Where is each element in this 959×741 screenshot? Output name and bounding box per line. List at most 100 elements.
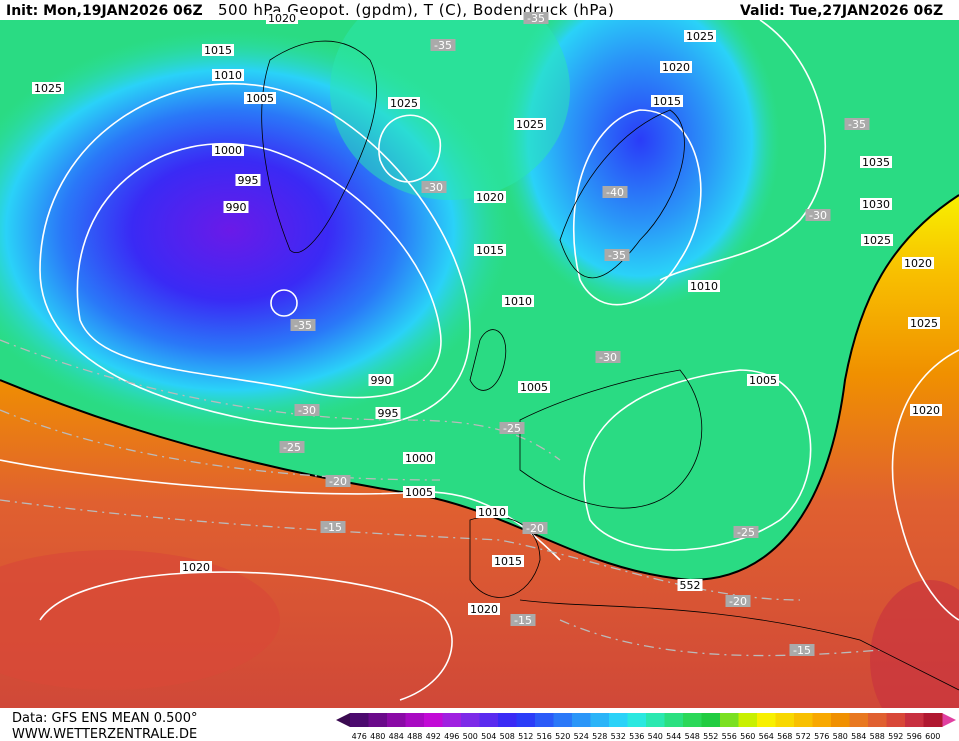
temperature-label: -30	[298, 404, 316, 417]
colorbar-label: 500	[463, 732, 478, 741]
pressure-label-box	[910, 404, 942, 416]
pressure-label-box	[244, 92, 276, 104]
colorbar-swatch	[498, 713, 517, 727]
colorbar-swatch	[757, 713, 776, 727]
contour-552-label-box	[677, 579, 703, 591]
temperature-label-box	[522, 522, 548, 534]
header-band	[0, 0, 959, 20]
pressure-label-box	[32, 82, 64, 94]
colorbar-label: 584	[851, 732, 866, 741]
pressure-label: 1010	[690, 280, 718, 293]
colorbar-swatch	[535, 713, 554, 727]
colorbar-swatch	[405, 713, 425, 727]
pressure-label: 1010	[478, 506, 506, 519]
colorbar-swatch	[424, 713, 443, 727]
colorbar-label: 508	[500, 732, 515, 741]
pressure-label-box	[747, 374, 779, 386]
colorbar-swatch	[646, 713, 665, 727]
temperature-label: -25	[737, 526, 755, 539]
temperature-label-box	[602, 186, 628, 198]
temperature-label-box	[604, 249, 630, 261]
colorbar-label: 516	[537, 732, 552, 741]
colorbar-swatch	[849, 713, 869, 727]
temperature-label: -25	[503, 422, 521, 435]
colorbar-swatch	[794, 713, 813, 727]
colorbar-label: 588	[870, 732, 885, 741]
pressure-label: 1020	[182, 561, 210, 574]
pressure-label: 1010	[504, 295, 532, 308]
map-title: 500 hPa Geopot. (gpdm), T (C), Bodendruc…	[218, 1, 614, 19]
pressure-label: 1015	[653, 95, 681, 108]
pressure-label-box	[235, 174, 261, 186]
pressure-label: 1005	[749, 374, 777, 387]
temperature-label: -20	[729, 595, 747, 608]
temperature-label: -35	[527, 12, 545, 25]
pressure-label: 1020	[662, 61, 690, 74]
temperature-label-box	[499, 422, 525, 434]
colorbar-label: 488	[407, 732, 422, 741]
colorbar-label: 524	[574, 732, 589, 741]
colorbar-label: 576	[814, 732, 829, 741]
pressure-label: 1025	[34, 82, 62, 95]
pressure-label: 995	[378, 407, 399, 420]
temperature-label: -20	[329, 475, 347, 488]
pressure-label-box	[861, 234, 893, 246]
pressure-label-box	[688, 280, 720, 292]
temperature-label: -30	[809, 209, 827, 222]
colorbar-swatch	[627, 713, 647, 727]
colorbar-swatch	[368, 713, 388, 727]
temperature-label-box	[421, 181, 447, 193]
temperature-label: -15	[324, 521, 342, 534]
pressure-label-box	[223, 201, 249, 213]
pressure-label: 1015	[494, 555, 522, 568]
temperature-label-box	[279, 441, 305, 453]
colorbar-label: 504	[481, 732, 496, 741]
colorbar-label: 540	[648, 732, 663, 741]
colorbar-swatch	[720, 713, 739, 727]
temperature-label: -30	[599, 351, 617, 364]
pressure-label-box	[860, 156, 892, 168]
temperature-label: -15	[514, 614, 532, 627]
colorbar-swatch	[812, 713, 832, 727]
pressure-label-box	[492, 555, 524, 567]
pressure-label: 1010	[214, 69, 242, 82]
contour-labels: 1020 1015 1010 1025 1005 1000 995 990 1025 1025 10…	[32, 12, 942, 657]
colorbar-arrow-right	[942, 713, 956, 727]
colorbar-label: 560	[740, 732, 755, 741]
pressure-label: 1030	[862, 198, 890, 211]
temperature-label: -35	[294, 319, 312, 332]
colorbar-swatch	[516, 713, 536, 727]
isobars	[0, 19, 959, 701]
colorbar-swatch	[387, 713, 406, 727]
colorbar-label: 532	[611, 732, 626, 741]
colorbar-swatch	[683, 713, 702, 727]
pressure-label-box	[651, 95, 683, 107]
data-source: Data: GFS ENS MEAN 0.500°	[12, 711, 197, 726]
temperature-label-box	[430, 39, 456, 51]
pressure-label-box	[403, 486, 435, 498]
temperature-label: -30	[425, 181, 443, 194]
pressure-label: 1025	[686, 30, 714, 43]
temperature-label-box	[294, 404, 320, 416]
pressure-label-box	[502, 295, 534, 307]
colorbar-label: 596	[907, 732, 922, 741]
temperature-label-box	[320, 521, 346, 533]
pressure-label: 995	[238, 174, 259, 187]
pressure-label: 1020	[268, 12, 296, 25]
temperature-label-box	[290, 319, 316, 331]
colorbar-label: 568	[777, 732, 792, 741]
pressure-label: 1005	[520, 381, 548, 394]
valid-time: Valid: Tue,27JAN2026 06Z	[740, 3, 943, 19]
contour-552-label: 552	[680, 579, 701, 592]
pressure-label-box	[908, 317, 940, 329]
colorbar-label: 492	[426, 732, 441, 741]
temperature-label-box	[805, 209, 831, 221]
pressure-label: 1025	[390, 97, 418, 110]
colorbar-swatch	[905, 713, 924, 727]
temperature-label: -35	[848, 118, 866, 131]
pressure-label-box	[212, 69, 244, 81]
pressure-label-box	[518, 381, 550, 393]
colorbar-label: 520	[555, 732, 570, 741]
pressure-label-box	[514, 118, 546, 130]
pressure-label: 1025	[516, 118, 544, 131]
